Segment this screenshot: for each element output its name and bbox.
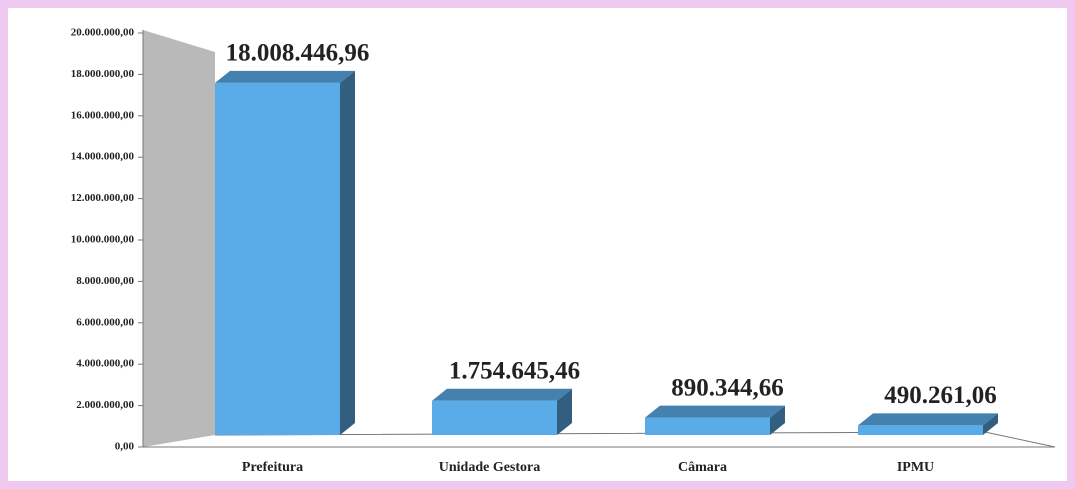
- x-tick-label: Prefeitura: [242, 460, 303, 475]
- x-tick-label: IPMU: [897, 460, 934, 475]
- back-wall: [143, 30, 215, 447]
- x-tick-label: Câmara: [678, 460, 727, 475]
- bar: [858, 425, 983, 435]
- y-tick-label: 20.000.000,00: [71, 27, 135, 39]
- y-tick-label: 6.000.000,00: [76, 316, 134, 328]
- y-tick-label: 4.000.000,00: [76, 358, 134, 370]
- bar-top: [432, 388, 572, 401]
- y-tick-label: 12.000.000,00: [71, 192, 135, 204]
- bar: [645, 417, 770, 435]
- bar-top: [645, 405, 785, 418]
- floor: [143, 431, 1056, 448]
- bar: [215, 82, 340, 435]
- bar: [432, 400, 557, 435]
- y-tick-label: 0,00: [115, 441, 135, 453]
- bar-side: [557, 388, 572, 435]
- y-tick-label: 16.000.000,00: [71, 109, 135, 121]
- value-label: 890.344,66: [671, 374, 784, 401]
- bar-top: [858, 413, 998, 426]
- bar-side: [340, 70, 355, 435]
- x-tick-label: Unidade Gestora: [439, 460, 541, 475]
- y-tick-label: 10.000.000,00: [71, 234, 135, 246]
- bar-side: [770, 405, 785, 435]
- bar-top: [215, 70, 355, 83]
- value-label: 18.008.446,96: [226, 40, 370, 67]
- value-label: 490.261,06: [884, 382, 997, 409]
- bar-side: [983, 413, 998, 435]
- y-tick-label: 8.000.000,00: [76, 275, 134, 287]
- y-tick-label: 18.000.000,00: [71, 68, 135, 80]
- value-label: 1.754.645,46: [449, 357, 580, 384]
- y-tick-label: 14.000.000,00: [71, 151, 135, 163]
- y-tick-label: 2.000.000,00: [76, 399, 134, 411]
